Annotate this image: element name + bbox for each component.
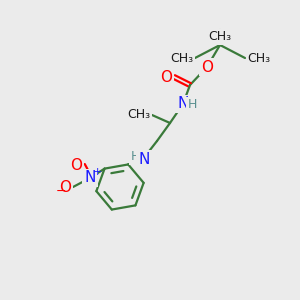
Text: CH₃: CH₃	[208, 30, 232, 43]
Text: H: H	[130, 151, 140, 164]
Text: H: H	[187, 98, 197, 112]
Text: CH₃: CH₃	[170, 52, 193, 64]
Text: O: O	[160, 70, 172, 85]
Text: N: N	[84, 170, 96, 185]
Text: CH₃: CH₃	[127, 109, 150, 122]
Text: −: −	[56, 184, 66, 197]
Text: N: N	[177, 97, 189, 112]
Text: N: N	[138, 152, 150, 166]
Text: CH₃: CH₃	[247, 52, 270, 64]
Text: O: O	[59, 179, 71, 194]
Text: O: O	[201, 59, 213, 74]
Text: O: O	[70, 158, 82, 173]
Text: +: +	[92, 167, 102, 177]
